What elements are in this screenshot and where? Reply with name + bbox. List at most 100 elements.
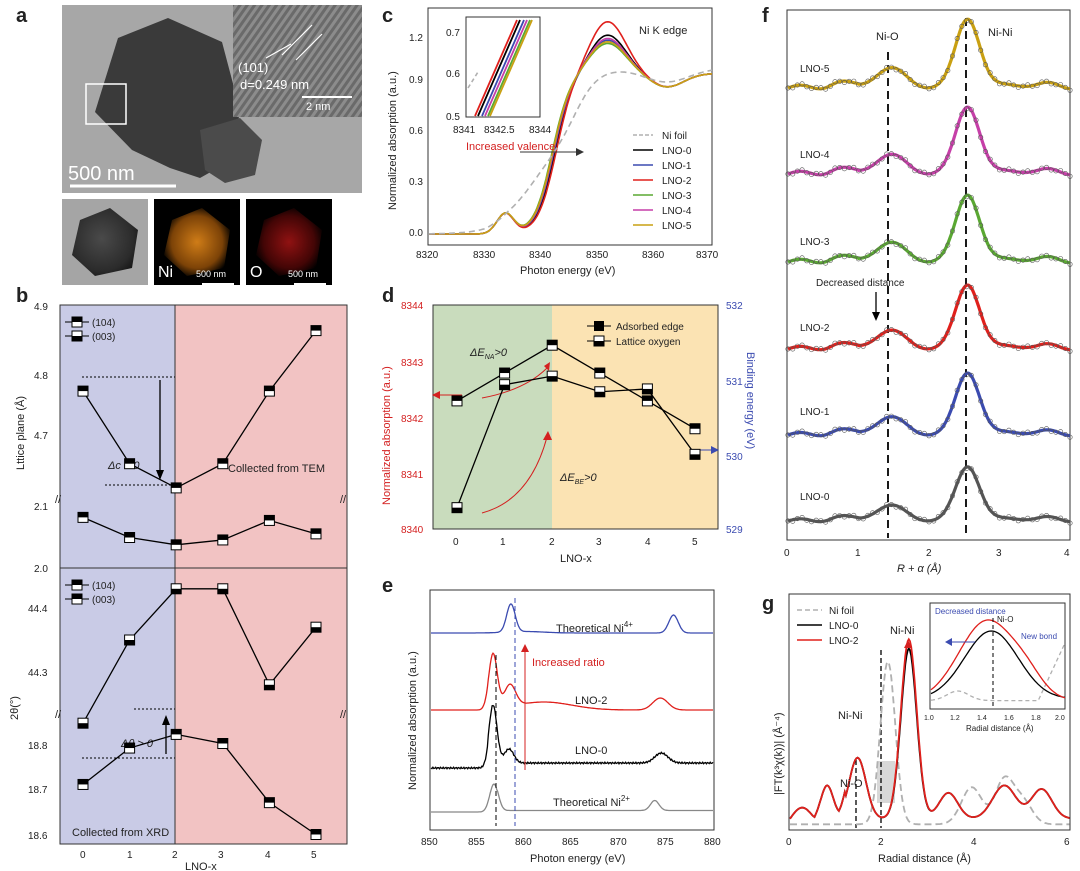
d-ann-be-main: ΔE xyxy=(559,472,575,484)
c-inset-foil xyxy=(467,71,479,89)
f-xtick: 2 xyxy=(926,548,932,559)
hr-scale-label: 2 nm xyxy=(306,101,330,113)
f-data-point xyxy=(917,343,923,349)
f-data-point xyxy=(893,416,899,422)
f-data-point xyxy=(818,432,824,438)
f-data-point xyxy=(902,506,908,512)
e-xtick: 870 xyxy=(610,837,627,848)
f-data-point xyxy=(945,505,951,511)
f-data-point xyxy=(940,423,946,429)
f-data-point xyxy=(874,160,880,166)
f-data-point xyxy=(921,257,927,263)
f-curves xyxy=(785,17,1073,526)
f-data-point xyxy=(921,344,927,350)
e-xtick: 865 xyxy=(562,837,579,848)
b-red-region xyxy=(175,305,347,844)
f-data-point xyxy=(884,239,890,245)
b-xtick: 0 xyxy=(80,850,86,861)
panel-c-letter: c xyxy=(382,5,393,27)
f-data-point xyxy=(1048,428,1054,434)
c-curve-nifoil xyxy=(429,69,713,235)
f-data-point xyxy=(827,517,833,523)
f-data-point xyxy=(973,117,979,123)
c-inset-ytick: 0.5 xyxy=(446,112,460,123)
f-label-nio: Ni-O xyxy=(876,31,899,43)
f-data-point xyxy=(1062,517,1068,523)
f-data-point xyxy=(945,242,951,248)
e-spectrum xyxy=(431,603,713,634)
f-data-point xyxy=(794,168,800,174)
f-data-point xyxy=(888,502,894,508)
f-data-point xyxy=(855,168,861,174)
e-label-lno2: LNO-2 xyxy=(575,695,607,707)
f-data-point xyxy=(888,327,894,333)
f-data-point xyxy=(996,428,1002,434)
f-data-point xyxy=(870,249,876,255)
f-data-point xyxy=(1025,515,1031,521)
e-label-ni4-main: Theoretical Ni xyxy=(556,623,624,635)
c-xtick: 8320 xyxy=(416,250,439,261)
b-point-fill xyxy=(124,458,135,464)
e-label-ni4-sup: 4+ xyxy=(624,620,633,629)
f-data-point xyxy=(879,244,885,250)
b-point-fill xyxy=(217,738,228,744)
f-data-point xyxy=(893,504,899,510)
f-data-point xyxy=(945,154,951,160)
f-data-point xyxy=(978,134,984,140)
c-legend-lno2: LNO-2 xyxy=(662,176,692,187)
c-inset-xtick: 8341 xyxy=(453,125,476,136)
b-legend-bottom-104: (104) xyxy=(92,581,115,592)
f-data-point xyxy=(1053,343,1059,349)
g-inset-xtick: 1.6 xyxy=(1004,715,1014,722)
b-note-xrd: Collected from XRD xyxy=(72,827,169,839)
zoom-box xyxy=(85,83,127,125)
f-data-point xyxy=(823,433,829,439)
f-data-point xyxy=(1001,81,1007,87)
f-data-point xyxy=(1020,344,1026,350)
b-point-fill xyxy=(217,458,228,464)
f-data-point xyxy=(992,76,998,82)
f-data-point xyxy=(1020,257,1026,263)
f-data-point xyxy=(1001,515,1007,521)
d-point-edge-fill xyxy=(690,423,700,429)
f-data-point xyxy=(1044,426,1050,432)
f-data-point xyxy=(987,70,993,76)
d-ytick-right: 532 xyxy=(726,301,743,312)
f-data-point xyxy=(1015,518,1021,524)
f-data-point xyxy=(917,256,923,262)
f-data-point xyxy=(1048,255,1054,261)
f-data-point xyxy=(1058,515,1064,521)
f-data-point xyxy=(841,166,847,172)
f-data-point xyxy=(1034,430,1040,436)
c-inset-ytick: 0.7 xyxy=(446,28,460,39)
g-label-nini-mid: Ni-Ni xyxy=(838,710,862,722)
f-data-point xyxy=(874,335,880,341)
f-data-point xyxy=(1025,168,1031,174)
f-data-point xyxy=(841,254,847,260)
f-data-point xyxy=(973,294,979,300)
f-data-point xyxy=(907,511,913,517)
f-data-point xyxy=(790,171,796,177)
f-data-point xyxy=(954,211,960,217)
f-data-point xyxy=(968,19,974,25)
f-data-point xyxy=(1034,83,1040,89)
e-label-ni2: Theoretical Ni2+ xyxy=(553,794,630,809)
f-data-point xyxy=(1029,83,1035,89)
f-data-point xyxy=(823,260,829,266)
f-data-point xyxy=(959,23,965,29)
e-xtick: 855 xyxy=(468,837,485,848)
f-data-point xyxy=(1039,165,1045,171)
f-data-point xyxy=(921,169,927,175)
f-data-point xyxy=(794,429,800,435)
f-data-point xyxy=(987,506,993,512)
d-point-oxygen-fill xyxy=(594,391,605,397)
f-data-point xyxy=(879,506,885,512)
g-xtick: 6 xyxy=(1064,837,1070,848)
b-xtick: 2 xyxy=(172,850,178,861)
f-data-point xyxy=(823,172,829,178)
f-data-point xyxy=(996,342,1002,348)
c-legend-lno0: LNO-0 xyxy=(662,146,692,157)
f-data-point xyxy=(1039,513,1045,519)
f-data-point xyxy=(1048,81,1054,87)
b-series-line xyxy=(82,588,317,724)
